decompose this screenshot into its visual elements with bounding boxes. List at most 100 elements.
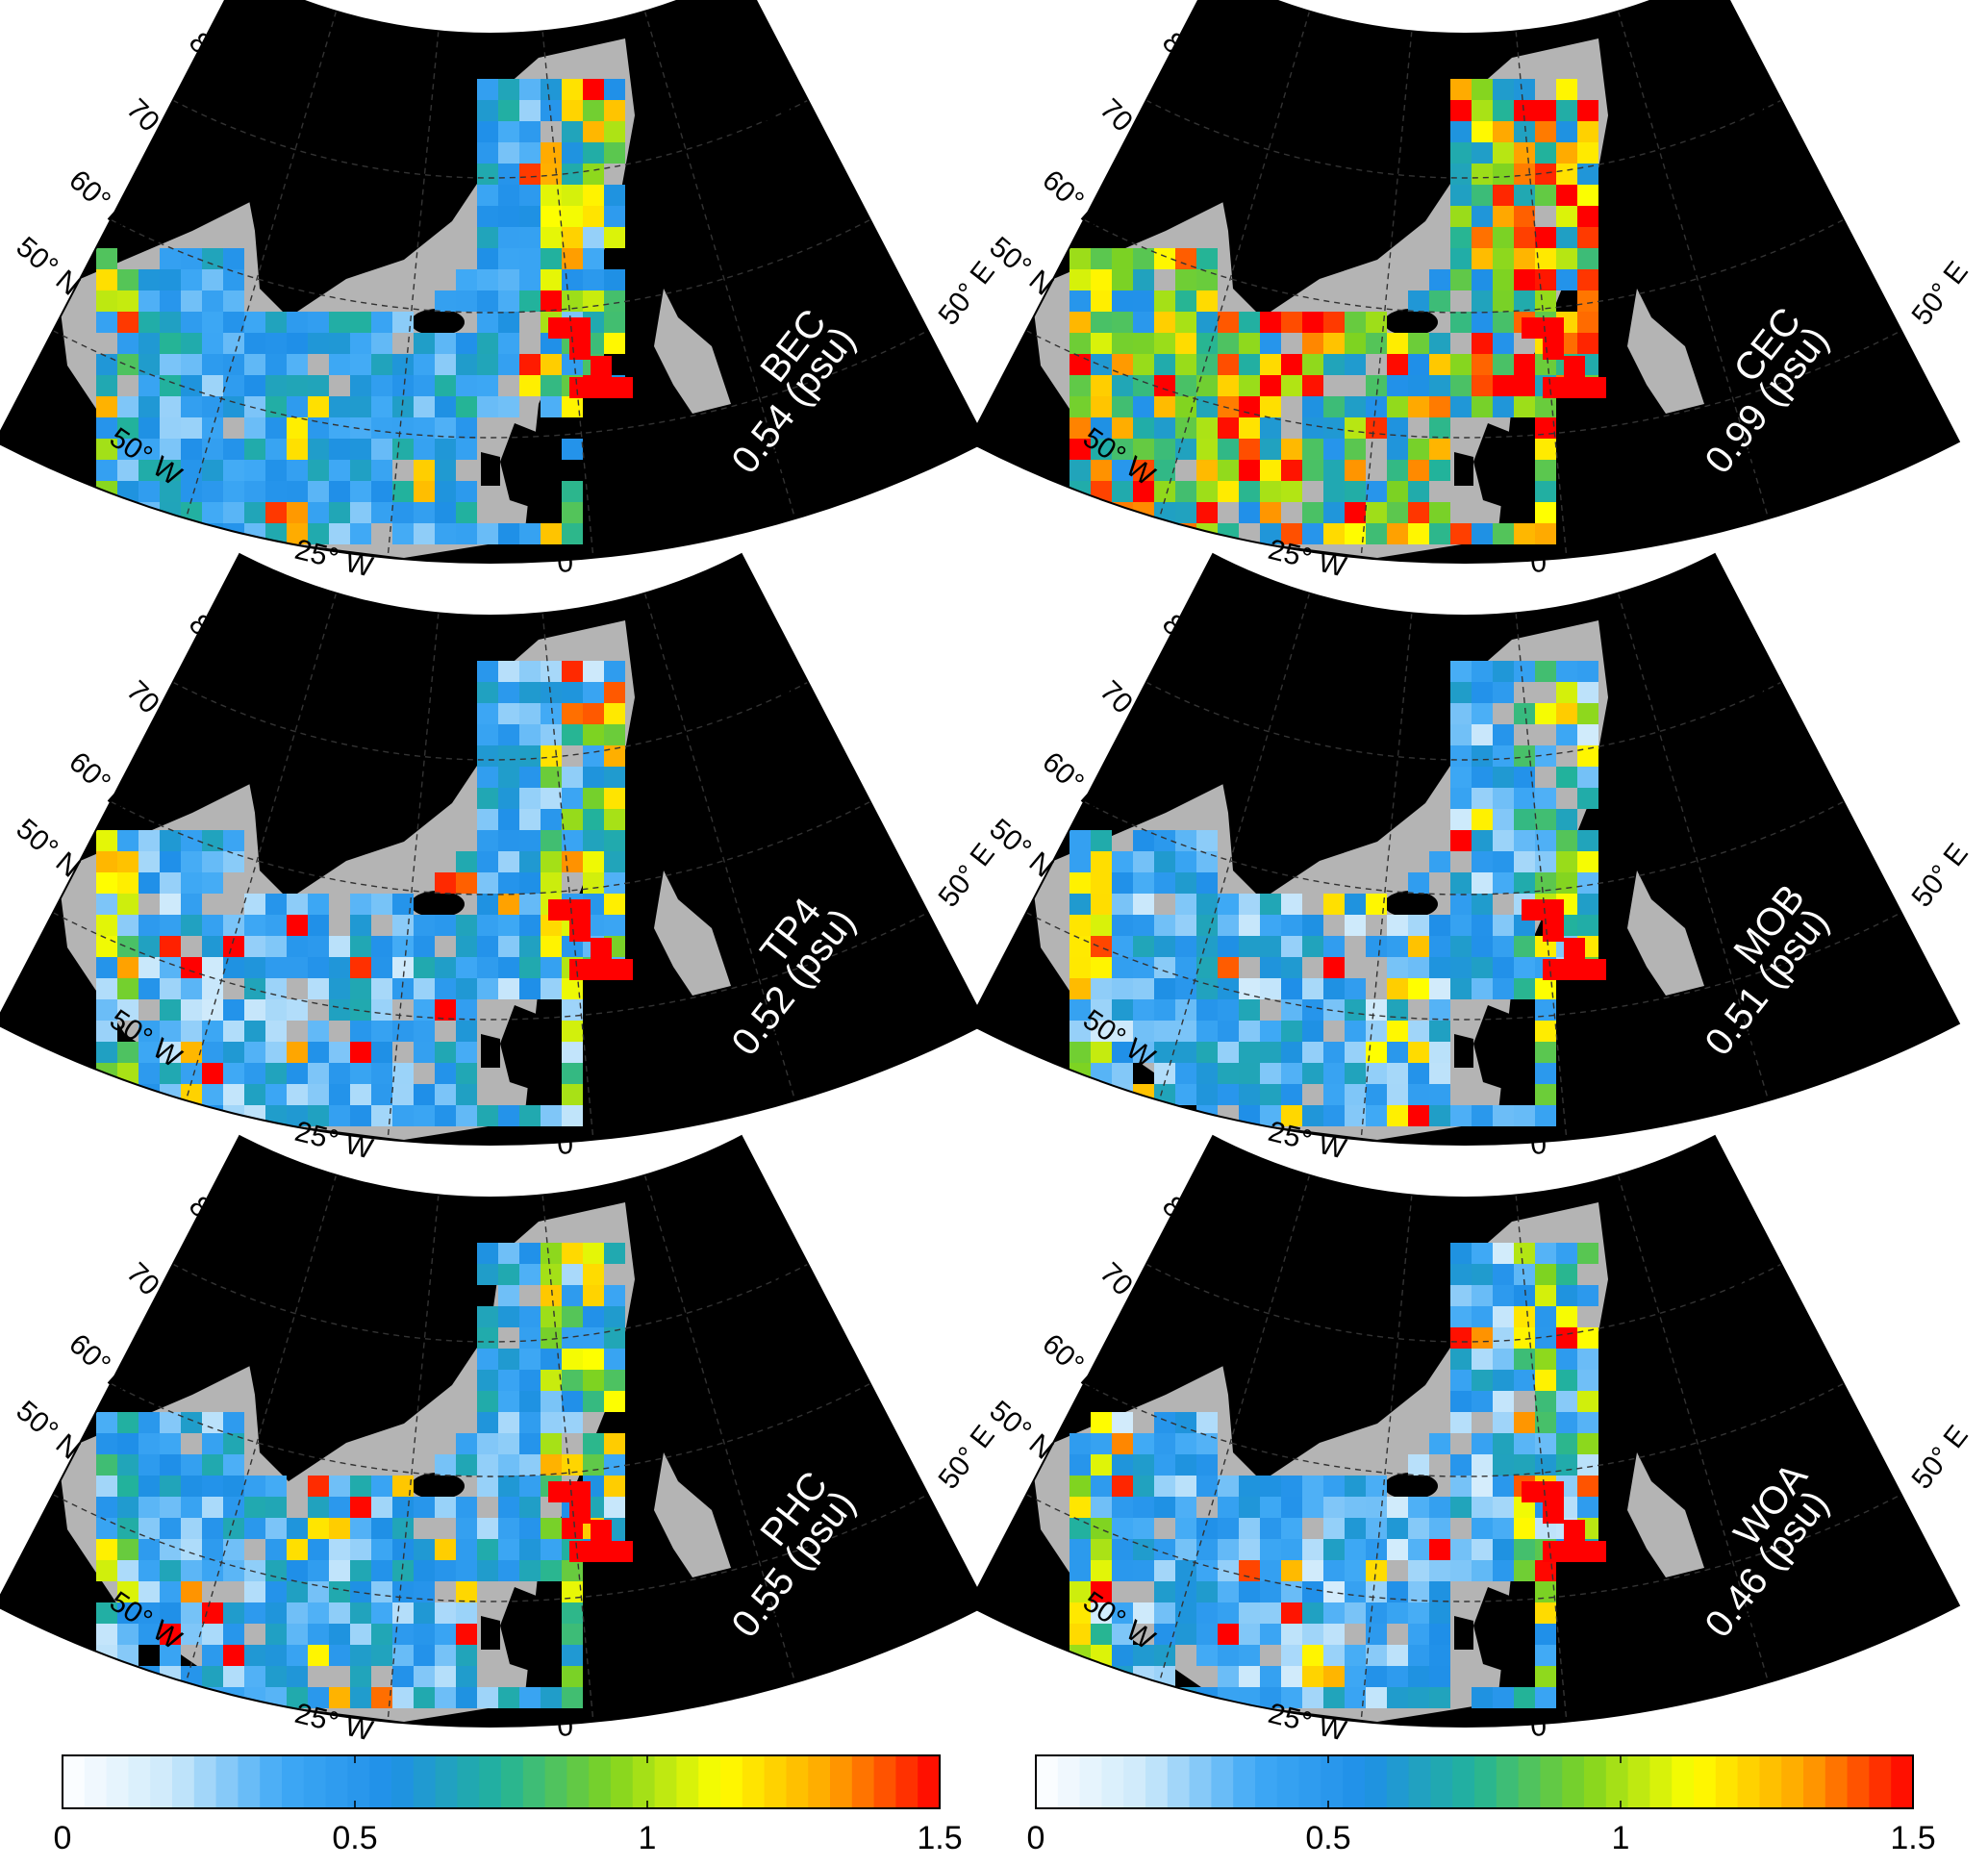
data-cell [117, 915, 138, 936]
data-cell [138, 1412, 160, 1433]
data-cell [1154, 312, 1175, 333]
data-cell [181, 872, 202, 894]
data-cell [477, 354, 498, 375]
data-cell [1585, 959, 1606, 980]
data-cell [1577, 703, 1598, 724]
data-cell [244, 1476, 265, 1497]
data-cell [435, 957, 456, 978]
data-cell [117, 1105, 138, 1126]
data-cell [1260, 1063, 1281, 1084]
data-cell [1112, 1645, 1133, 1666]
data-cell [562, 481, 583, 502]
data-cell [1450, 396, 1472, 417]
colorbar-tick-label: 0.5 [332, 1820, 377, 1856]
data-cell [541, 1687, 562, 1708]
data-cell [477, 100, 498, 121]
data-cell [498, 682, 519, 703]
data-cell [1175, 915, 1196, 936]
data-cell [1260, 1042, 1281, 1063]
colorbar-band [1408, 1755, 1431, 1808]
data-cell [1514, 396, 1535, 417]
data-cell [181, 1412, 202, 1433]
greenland-land [1214, 67, 1473, 317]
data-cell [1239, 333, 1260, 354]
data-cell [519, 851, 541, 872]
data-cell [181, 396, 202, 417]
data-cell [1408, 1624, 1429, 1645]
data-cell [202, 1021, 223, 1042]
data-cell [1239, 1497, 1260, 1518]
data-cell [1133, 1433, 1154, 1454]
data-cell [1302, 1666, 1323, 1687]
data-cell [1556, 206, 1577, 227]
data-cell [583, 1264, 604, 1285]
data-cell [1239, 894, 1260, 915]
data-cell [1091, 1412, 1112, 1433]
data-cell [1408, 1021, 1429, 1042]
data-cell [1302, 1581, 1323, 1602]
colorbar-band [830, 1755, 853, 1808]
data-cell [1514, 936, 1535, 957]
data-cell [1069, 375, 1091, 396]
data-cell [1112, 894, 1133, 915]
data-cell [1133, 830, 1154, 851]
data-cell [181, 481, 202, 502]
data-cell [392, 1687, 414, 1708]
data-cell [350, 894, 371, 915]
data-cell [202, 269, 223, 290]
data-cell [498, 1105, 519, 1126]
data-cell [519, 894, 541, 915]
data-cell [265, 1624, 287, 1645]
data-cell [117, 396, 138, 417]
data-cell [1585, 377, 1606, 398]
data-cell [414, 1084, 435, 1105]
data-cell [1429, 269, 1450, 290]
data-cell [498, 915, 519, 936]
data-cell [265, 894, 287, 915]
data-cell [414, 1560, 435, 1581]
data-cell [138, 375, 160, 396]
data-cell [329, 1539, 350, 1560]
data-cell [1472, 312, 1493, 333]
data-cell [350, 439, 371, 460]
data-cell [1493, 788, 1514, 809]
data-cell [1281, 1581, 1302, 1602]
data-cell [1366, 1624, 1387, 1645]
data-cell [265, 439, 287, 460]
data-cell [371, 1518, 392, 1539]
data-cell [1450, 724, 1472, 745]
lon-label: 0° [556, 1709, 586, 1743]
data-cell [1472, 1539, 1493, 1560]
data-cell [414, 333, 435, 354]
data-cell [456, 354, 477, 375]
colorbar-band [1145, 1755, 1169, 1808]
colorbar-band [325, 1755, 348, 1808]
data-cell [519, 957, 541, 978]
data-cell [181, 1497, 202, 1518]
data-cell [562, 1042, 583, 1063]
data-cell [96, 1476, 117, 1497]
data-cell [435, 417, 456, 439]
data-cell [1556, 1433, 1577, 1454]
data-cell [287, 396, 308, 417]
data-cell [117, 523, 138, 544]
data-cell [1577, 206, 1598, 227]
data-cell [1535, 661, 1556, 682]
data-cell [604, 269, 625, 290]
data-cell [1302, 1687, 1323, 1708]
colorbar-band [1649, 1755, 1673, 1808]
data-cell [1196, 290, 1218, 312]
data-cell [1281, 523, 1302, 544]
data-cell [1323, 978, 1345, 999]
data-cell [1387, 523, 1408, 544]
data-cell [138, 1042, 160, 1063]
data-cell [1535, 999, 1556, 1021]
data-cell [1577, 851, 1598, 872]
data-cell [1281, 1539, 1302, 1560]
data-cell [371, 1497, 392, 1518]
data-cell [117, 1602, 138, 1624]
data-cell [456, 333, 477, 354]
data-cell [541, 290, 562, 312]
data-cell [1535, 1285, 1556, 1306]
data-cell [160, 1105, 181, 1126]
